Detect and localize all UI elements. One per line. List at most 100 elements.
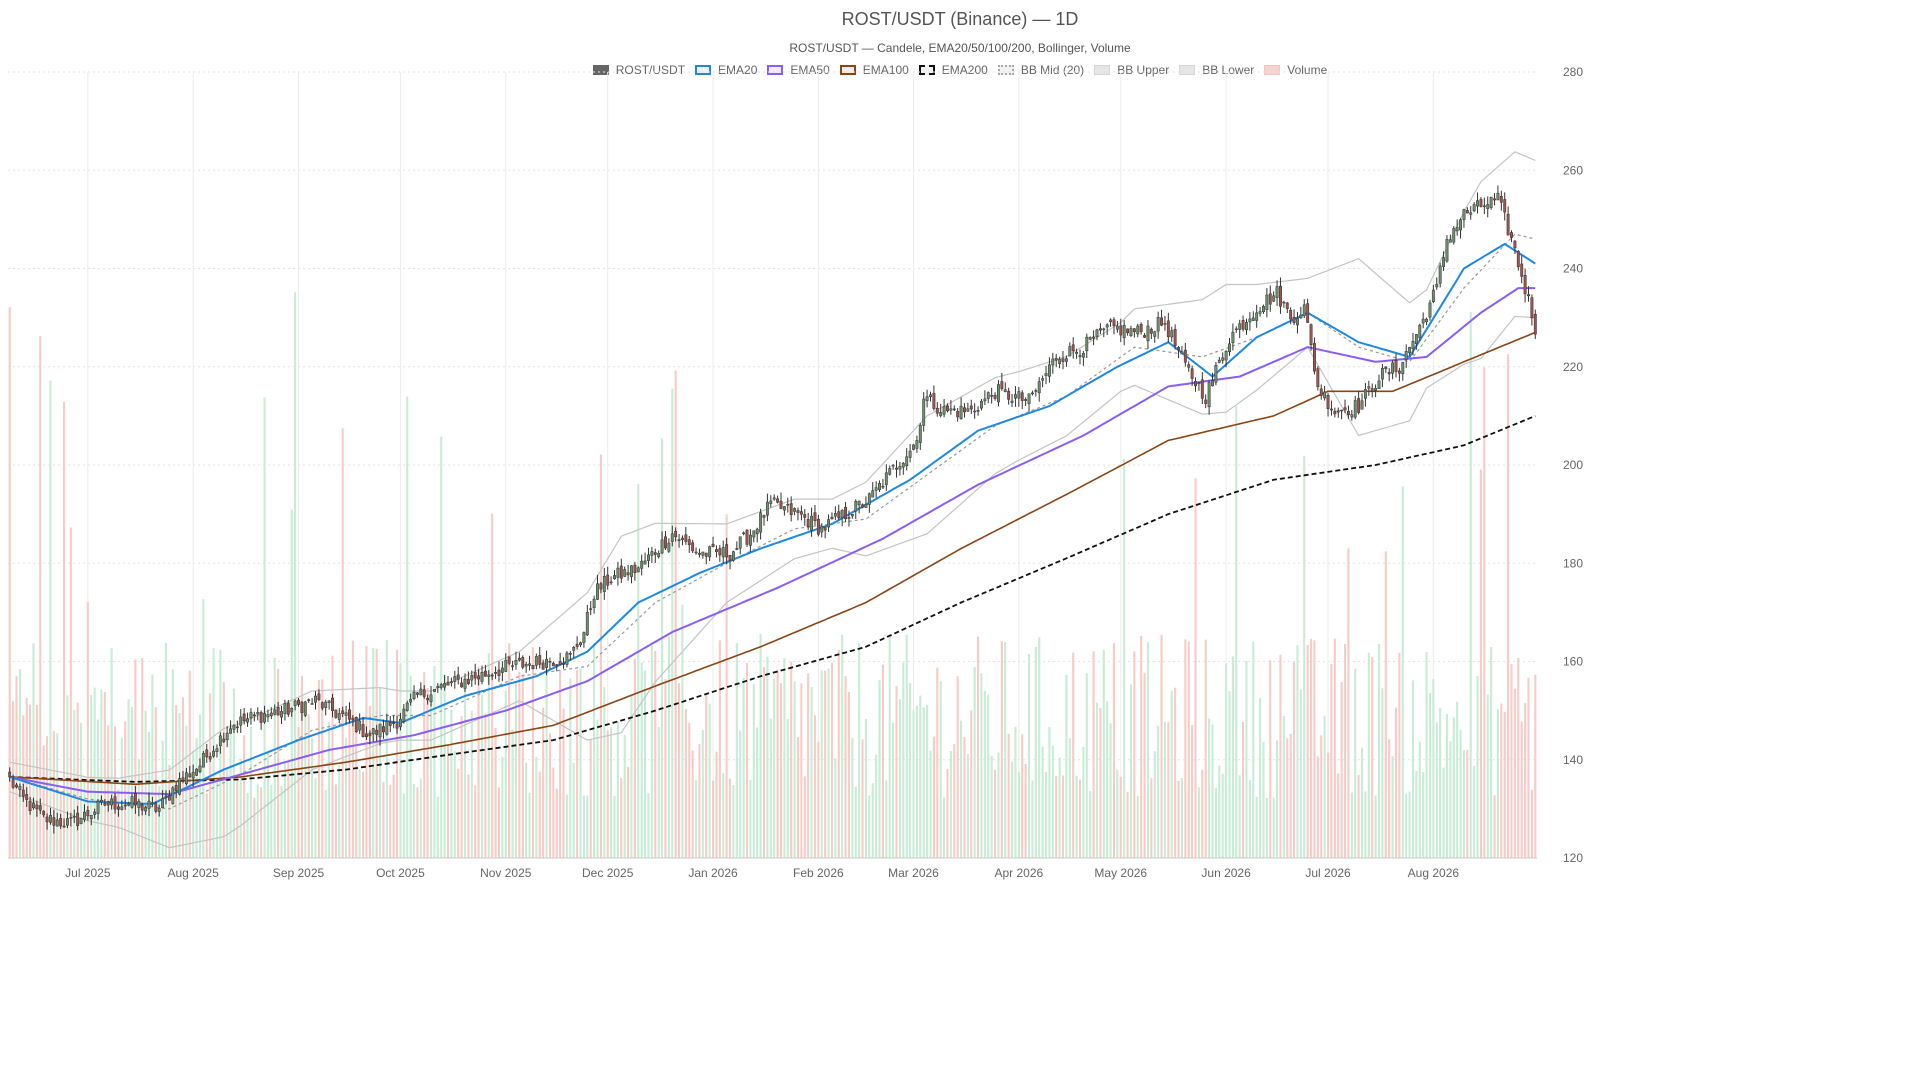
legend-item-1[interactable]: EMA20 <box>695 63 757 77</box>
legend-item-2[interactable]: EMA50 <box>767 63 830 77</box>
candle <box>378 723 382 746</box>
candle <box>130 793 134 809</box>
candle-body <box>38 805 42 811</box>
candle-body <box>575 644 579 647</box>
candle-body <box>606 574 610 586</box>
candle-body <box>1340 409 1344 412</box>
volume-bar <box>691 750 694 858</box>
volume-bar <box>1211 724 1214 858</box>
volume-bar <box>1520 721 1523 858</box>
candle-body <box>1309 324 1313 345</box>
legend-item-7[interactable]: BB Lower <box>1179 63 1254 77</box>
y-tick-label: 280 <box>1563 65 1583 79</box>
volume-bar <box>708 703 711 858</box>
volume-bar <box>358 769 361 858</box>
volume-bar <box>1439 707 1442 858</box>
candle-body <box>922 398 926 426</box>
volume-bar <box>1299 689 1302 858</box>
candle <box>748 529 752 553</box>
volume-bar <box>1503 711 1506 858</box>
volume-bar <box>1398 652 1401 858</box>
candle <box>1292 309 1296 326</box>
candle <box>1272 291 1276 302</box>
candle-body <box>1370 388 1374 392</box>
candle-body <box>154 803 158 812</box>
volume-bar <box>66 695 69 858</box>
candle-body <box>1296 318 1299 326</box>
volume-bar <box>1415 771 1418 858</box>
candle-body <box>857 500 861 506</box>
volume-bar <box>436 796 439 858</box>
volume-bar <box>616 721 619 858</box>
candle-body <box>1275 286 1279 298</box>
volume-bar <box>1411 680 1415 858</box>
candle-body <box>449 681 453 684</box>
volume-bar <box>1306 645 1309 858</box>
volume-bar <box>694 780 698 858</box>
volume-bar <box>56 733 59 858</box>
volume-bar <box>620 778 623 858</box>
legend-item-6[interactable]: BB Upper <box>1094 63 1169 77</box>
candle <box>375 724 379 742</box>
candle <box>164 790 168 805</box>
candle-body <box>528 663 531 666</box>
candle <box>456 666 460 685</box>
volume-bar <box>871 783 874 858</box>
candle-body <box>327 700 331 703</box>
volume-bar <box>793 681 796 858</box>
candle <box>307 698 311 703</box>
candle-body <box>178 778 182 795</box>
volume-bar <box>606 730 609 858</box>
candle <box>1486 196 1490 218</box>
volume-bar <box>667 636 670 858</box>
volume-bar <box>334 784 337 858</box>
candle-body <box>1126 328 1130 334</box>
volume-bar <box>711 780 715 858</box>
candle <box>405 700 409 712</box>
candle-body <box>167 795 171 801</box>
candle <box>562 657 565 669</box>
candle-body <box>72 815 76 818</box>
volume-bar <box>1129 684 1133 858</box>
candle-body <box>718 548 722 556</box>
legend-item-4[interactable]: EMA200 <box>918 63 988 77</box>
candle <box>1289 307 1293 325</box>
candle-body <box>181 777 185 781</box>
volume-bar <box>905 634 908 858</box>
volume-bar <box>637 483 640 858</box>
candle <box>626 564 630 581</box>
legend-item-5[interactable]: BB Mid (20) <box>997 63 1084 77</box>
candle <box>946 403 949 413</box>
candle <box>782 505 786 516</box>
candle-body <box>728 555 732 561</box>
volume-bar <box>1221 773 1224 858</box>
candle-body <box>1095 329 1099 337</box>
legend-item-3[interactable]: EMA100 <box>839 63 909 77</box>
volume-bar <box>705 694 708 858</box>
volume-bar <box>477 666 480 858</box>
candle <box>959 397 963 420</box>
candle-body <box>990 395 994 397</box>
candle-body <box>375 729 379 735</box>
candle-body <box>1007 390 1011 400</box>
volume-bar <box>610 727 613 858</box>
volume-bar <box>294 292 297 858</box>
candle <box>1126 328 1130 336</box>
candle <box>789 496 793 522</box>
volume-bar <box>365 646 368 858</box>
candle <box>269 707 273 720</box>
volume-bar <box>385 639 388 858</box>
volume-bar <box>423 672 426 858</box>
candle-body <box>942 406 946 415</box>
legend-item-8[interactable]: Volume <box>1264 63 1327 77</box>
legend-item-0[interactable]: ROST/USDT <box>592 63 685 77</box>
candle-body <box>1313 343 1316 372</box>
volume-bar <box>786 719 789 858</box>
volume-bar <box>1435 722 1438 858</box>
candle-body <box>531 665 535 669</box>
candle-body <box>235 726 239 729</box>
candle <box>1374 384 1378 398</box>
candle-body <box>269 712 273 717</box>
candle <box>602 567 606 600</box>
candle <box>983 390 987 406</box>
